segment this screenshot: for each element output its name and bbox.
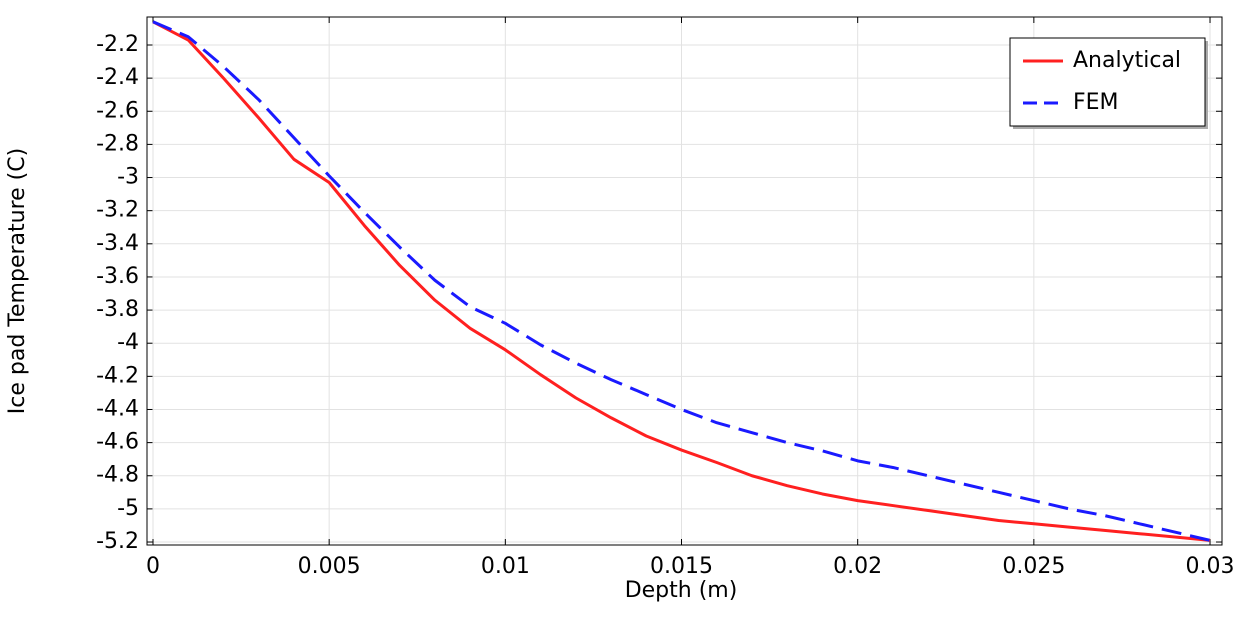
plot-frame bbox=[146, 16, 1223, 546]
y-tick-label: -3.6 bbox=[96, 264, 139, 289]
y-tick-label: -4.4 bbox=[96, 396, 139, 421]
legend-label: FEM bbox=[1073, 90, 1119, 115]
y-tick-label: -4.2 bbox=[96, 363, 139, 388]
y-tick-label: -2.8 bbox=[96, 131, 139, 156]
y-tick-label: -5 bbox=[117, 496, 139, 521]
x-tick-label: 0.03 bbox=[1186, 554, 1235, 579]
y-tick-label: -2.2 bbox=[96, 32, 139, 57]
legend-label: Analytical bbox=[1073, 48, 1181, 73]
y-tick-label: -2.6 bbox=[96, 98, 139, 123]
legend-box bbox=[1009, 37, 1206, 127]
y-tick-label: -4.6 bbox=[96, 430, 139, 455]
y-tick-label: -3 bbox=[117, 165, 139, 190]
y-axis-label: Ice pad Temperature (C) bbox=[5, 148, 30, 414]
y-tick-label: -2.4 bbox=[96, 65, 139, 90]
series-line bbox=[152, 20, 1211, 542]
y-tick-label: -3.8 bbox=[96, 297, 139, 322]
x-tick-label: 0.015 bbox=[650, 554, 713, 579]
x-tick-label: 0.02 bbox=[833, 554, 882, 579]
y-tick-label: -3.2 bbox=[96, 198, 139, 223]
x-tick-label: 0.01 bbox=[481, 554, 530, 579]
x-tick-label: 0.005 bbox=[298, 554, 361, 579]
y-tick-label: -3.4 bbox=[96, 231, 139, 256]
x-tick-label: 0 bbox=[146, 554, 160, 579]
y-tick-label: -5.2 bbox=[96, 529, 139, 554]
series-line bbox=[152, 20, 1211, 542]
y-tick-label: -4.8 bbox=[96, 463, 139, 488]
x-axis-label: Depth (m) bbox=[625, 578, 738, 603]
x-tick-label: 0.025 bbox=[1002, 554, 1065, 579]
y-tick-label: -4 bbox=[117, 330, 139, 355]
